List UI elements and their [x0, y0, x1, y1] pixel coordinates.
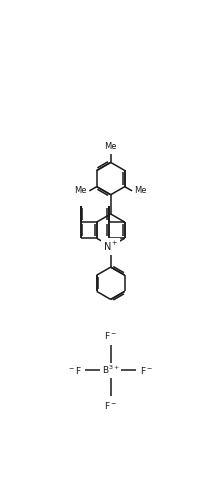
Text: B$^{3+}$: B$^{3+}$	[102, 364, 120, 376]
Text: F$^-$: F$^-$	[140, 365, 153, 376]
Text: F$^-$: F$^-$	[104, 399, 117, 411]
Text: N$^+$: N$^+$	[103, 240, 119, 253]
Text: Me: Me	[105, 142, 117, 151]
Text: Me: Me	[134, 187, 147, 195]
Text: $^-$F: $^-$F	[67, 365, 81, 376]
Text: F$^-$: F$^-$	[104, 330, 117, 341]
Text: Me: Me	[75, 187, 87, 195]
